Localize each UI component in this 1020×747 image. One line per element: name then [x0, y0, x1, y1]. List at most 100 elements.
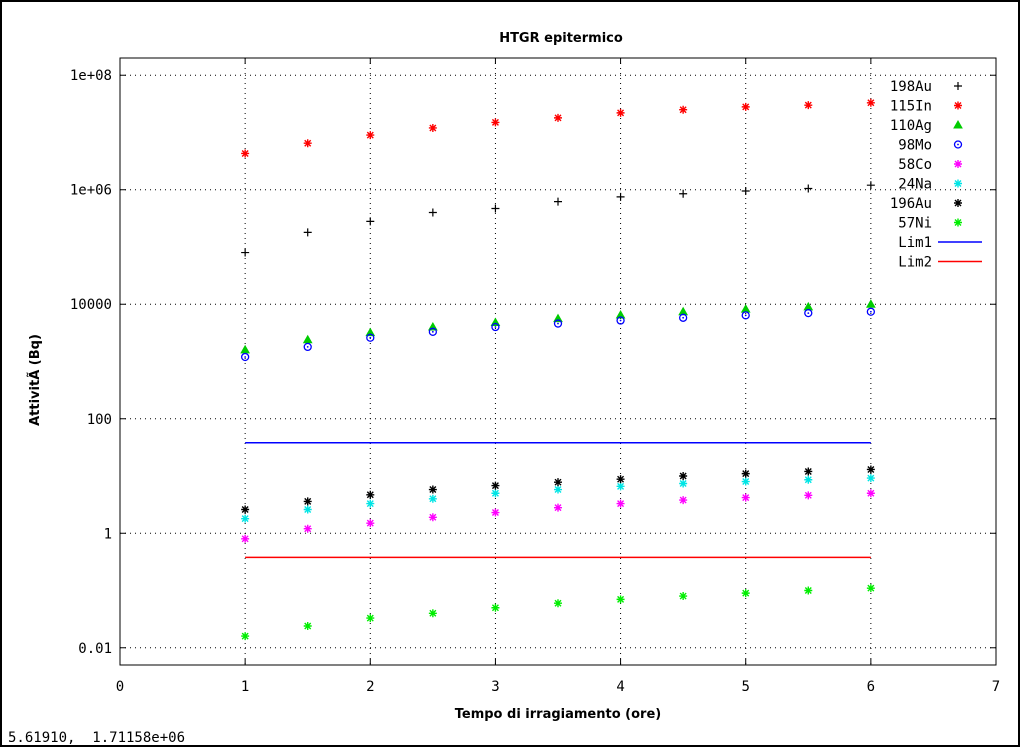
- data-point-58co: [741, 493, 750, 502]
- legend-label: 196Au: [890, 196, 932, 212]
- y-tick-label: 1: [104, 526, 112, 542]
- data-point-57ni: [616, 595, 625, 604]
- data-point-24na: [741, 477, 750, 486]
- x-tick-label: 3: [491, 679, 499, 695]
- data-point-24na: [866, 474, 875, 483]
- data-point-115in: [741, 102, 750, 111]
- legend-swatch: [954, 82, 962, 90]
- data-point-115in: [366, 131, 375, 140]
- y-axis-label: AttivitÃ (Bq): [27, 334, 43, 426]
- data-point-58co: [241, 534, 250, 543]
- data-point-198au: [679, 189, 688, 198]
- data-point-98mo: [741, 311, 750, 320]
- data-point-24na: [804, 475, 813, 484]
- data-point-24na: [491, 489, 500, 498]
- legend-swatch: [954, 218, 962, 227]
- data-point-196au: [554, 478, 562, 487]
- x-tick-label: 5: [741, 679, 749, 695]
- data-point-110ag: [365, 327, 376, 337]
- data-point-198au: [366, 217, 375, 226]
- data-point-58co: [428, 513, 437, 522]
- x-tick-label: 1: [241, 679, 249, 695]
- data-point-115in: [804, 101, 813, 110]
- y-tick-label: 10000: [70, 297, 112, 313]
- x-tick-label: 0: [116, 679, 124, 695]
- legend-label: Lim2: [898, 255, 932, 271]
- legend-label: Lim1: [898, 235, 932, 251]
- data-point-196au: [804, 467, 813, 476]
- data-point-58co: [866, 489, 875, 498]
- x-tick-label: 6: [867, 679, 875, 695]
- data-point-196au: [616, 475, 625, 484]
- x-axis-label: Tempo di irragiamento (ore): [455, 707, 661, 722]
- data-point-57ni: [366, 614, 375, 623]
- data-point-110ag: [865, 299, 876, 308]
- data-point-110ag: [740, 304, 751, 313]
- data-point-198au: [303, 228, 312, 237]
- data-point-98mo: [491, 322, 500, 332]
- data-point-24na: [616, 482, 625, 491]
- data-point-24na: [679, 479, 688, 488]
- data-point-196au: [366, 490, 375, 499]
- x-tick-label: 2: [366, 679, 374, 695]
- data-point-98mo: [428, 327, 438, 336]
- chart-canvas: 0 1 2 3 4 5 6 7 0.01 1 100 10000 1e+06 1e+08 198Au 115…: [27, 31, 1000, 722]
- grid: [120, 58, 996, 665]
- data-point-115in: [616, 108, 625, 117]
- data-point-24na: [366, 499, 375, 508]
- x-tick-label: 7: [992, 679, 1000, 695]
- data-point-198au: [616, 192, 625, 201]
- data-point-110ag: [553, 313, 563, 323]
- y-tick-label: 100: [87, 412, 112, 428]
- data-point-24na: [428, 494, 437, 503]
- data-point-198au: [241, 248, 250, 257]
- data-point-98mo: [616, 316, 625, 325]
- data-point-115in: [241, 149, 250, 158]
- legend-label: 24Na: [898, 177, 932, 193]
- data-point-58co: [679, 496, 688, 505]
- legend-swatch: [954, 101, 962, 110]
- data-point-57ni: [554, 599, 562, 608]
- data-point-198au: [866, 181, 875, 190]
- data-marks: [240, 98, 876, 641]
- legend-label: 110Ag: [890, 118, 932, 134]
- data-point-57ni: [428, 609, 437, 618]
- data-point-198au: [554, 197, 562, 206]
- data-point-196au: [866, 465, 875, 474]
- data-point-58co: [366, 519, 375, 528]
- data-point-98mo: [303, 342, 312, 352]
- data-point-57ni: [866, 584, 875, 593]
- data-point-98mo: [240, 352, 250, 362]
- legend-label: 115In: [890, 99, 932, 115]
- plot-border: [119, 57, 997, 666]
- data-point-98mo: [678, 313, 688, 322]
- data-point-24na: [241, 514, 250, 523]
- data-point-196au: [491, 481, 500, 490]
- data-point-58co: [804, 491, 813, 500]
- data-point-57ni: [741, 589, 750, 598]
- data-point-98mo: [804, 308, 813, 318]
- data-point-115in: [491, 118, 500, 127]
- data-point-98mo: [366, 333, 375, 342]
- data-point-110ag: [615, 309, 626, 319]
- data-point-198au: [428, 208, 437, 217]
- data-point-24na: [554, 485, 562, 494]
- x-tick-label: 4: [616, 679, 624, 695]
- data-point-115in: [303, 139, 312, 148]
- data-point-196au: [428, 485, 437, 494]
- data-point-198au: [804, 184, 813, 193]
- data-point-57ni: [804, 586, 813, 595]
- data-point-115in: [554, 113, 562, 122]
- data-point-196au: [741, 469, 750, 478]
- data-point-58co: [616, 499, 625, 508]
- data-point-57ni: [679, 592, 688, 601]
- data-point-196au: [679, 472, 688, 481]
- legend-swatch: [953, 119, 963, 129]
- data-point-98mo: [553, 319, 563, 328]
- data-point-198au: [741, 187, 750, 196]
- legend-swatch: [954, 160, 962, 168]
- data-point-115in: [679, 105, 688, 114]
- data-point-110ag: [302, 334, 313, 344]
- data-point-24na: [303, 505, 312, 514]
- legend-label: 57Ni: [898, 216, 932, 232]
